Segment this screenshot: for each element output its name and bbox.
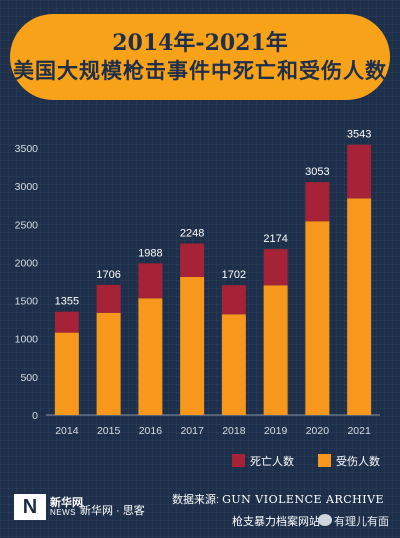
title-banner: 2014年-2021年 美国大规模枪击事件中死亡和受伤人数 — [10, 14, 390, 100]
y-tick-label: 1000 — [15, 334, 39, 346]
xinhua-logo-sub: NEWS — [50, 508, 76, 517]
y-tick-label: 1500 — [15, 296, 39, 308]
bar-injured — [347, 198, 372, 415]
data-label-total: 2248 — [180, 228, 204, 240]
y-tick-label: 0 — [32, 410, 38, 422]
watermark: 有理儿有面 — [334, 516, 389, 528]
x-tick-label: 2020 — [306, 425, 330, 437]
x-tick-label: 2019 — [264, 425, 288, 437]
xinhua-logo-text: 新华网 — [50, 497, 83, 509]
source-org-cn: 枪支暴力档案网站 — [232, 516, 320, 528]
x-tick-label: 2018 — [222, 425, 246, 437]
bar-deaths — [305, 182, 330, 222]
chart-title: 美国大规模枪击事件中死亡和受伤人数 — [13, 58, 387, 83]
bar-injured — [263, 285, 288, 415]
legend-swatch-injured — [318, 454, 331, 467]
data-label-total: 2174 — [263, 233, 287, 245]
bar-injured — [54, 332, 79, 415]
x-tick-label: 2021 — [347, 425, 371, 437]
y-tick-label: 3500 — [15, 143, 39, 155]
data-label-total: 3543 — [347, 129, 371, 141]
bar-injured — [180, 276, 205, 415]
x-tick-label: 2015 — [97, 425, 121, 437]
bar-deaths — [138, 263, 163, 299]
bar-injured — [138, 298, 163, 415]
y-tick-label: 3000 — [15, 181, 39, 193]
data-label-total: 3053 — [305, 166, 329, 178]
bar-deaths — [347, 144, 372, 199]
y-tick-label: 500 — [20, 372, 38, 384]
legend-swatch-deaths — [232, 454, 245, 467]
data-label-total: 1702 — [222, 269, 246, 281]
chart-title-years: 2014年-2021年 — [112, 30, 288, 56]
x-tick-label: 2017 — [180, 425, 204, 437]
y-tick-label: 2500 — [15, 219, 39, 231]
bar-injured — [305, 221, 330, 415]
footer: N 新华网 NEWS 新华网 · 思客 数据来源: GUN VIOLENCE A… — [0, 488, 400, 538]
brand-name: 新华网 · 思客 — [80, 505, 145, 517]
xinhua-logo-mark: N — [14, 494, 46, 520]
source-label: 数据来源: — [172, 494, 220, 506]
bar-deaths — [221, 285, 246, 315]
y-tick-label: 2000 — [15, 257, 39, 269]
bar-injured — [221, 314, 246, 415]
chart-area: 0 500 1000 1500 2000 2500 3000 3500 1355 2014 1706… — [15, 129, 380, 468]
bar-deaths — [180, 243, 205, 277]
bar-deaths — [263, 249, 288, 286]
bar-deaths — [96, 284, 121, 313]
bar-deaths — [54, 311, 79, 333]
data-source: 数据来源: GUN VIOLENCE ARCHIVE — [172, 491, 384, 507]
data-label-total: 1706 — [96, 269, 120, 281]
data-label-total: 1355 — [55, 296, 79, 308]
source-org: GUN VIOLENCE ARCHIVE — [222, 493, 385, 506]
legend-label-deaths: 死亡人数 — [250, 454, 294, 468]
bar-injured — [96, 312, 121, 415]
x-tick-label: 2016 — [139, 425, 163, 437]
legend-label-injured: 受伤人数 — [336, 455, 380, 468]
x-tick-label: 2014 — [55, 425, 79, 437]
data-label-total: 1988 — [138, 247, 162, 259]
wechat-icon — [318, 514, 332, 526]
